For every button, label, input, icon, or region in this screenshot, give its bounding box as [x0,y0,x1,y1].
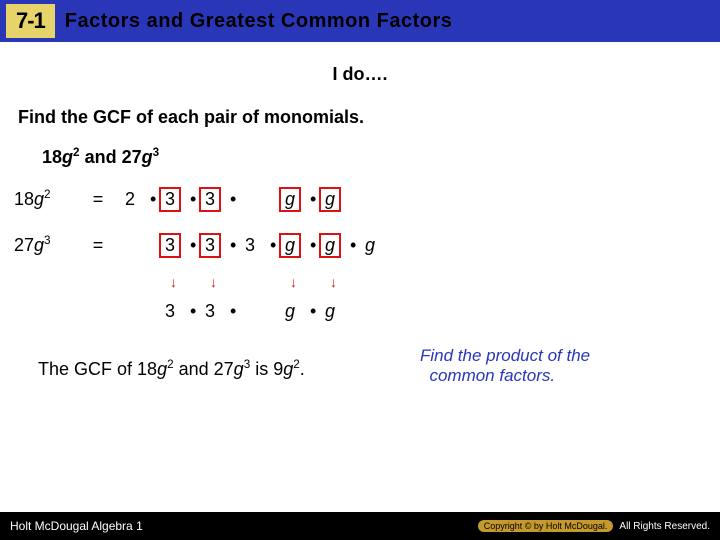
factor-slot: g [310,301,350,322]
factor-slot: g [310,233,350,258]
factor-slot: g [270,301,310,322]
title-bar: 7-1 Factors and Greatest Common Factors [0,0,720,42]
copyright-badge: Copyright © by Holt McDougal. [478,520,614,532]
factor-slot: 3 [150,187,190,212]
work-area: 18g2=2•3•3•g•g27g3=3•3•3•g•g•g↓↓↓↓3•3•g•… [14,182,720,328]
factor-slot: 3 [150,233,190,258]
equals-sign: = [86,189,110,210]
equals-sign: = [86,235,110,256]
i-do-label: I do…. [0,64,720,85]
factor-row: 18g2=2•3•3•g•g [14,182,720,216]
down-arrow-icon: ↓ [290,274,297,290]
monomial-pair: 18g2 and 27g3 [42,146,720,168]
factor-slot: 3 [230,235,270,256]
factor-slot: g [310,187,350,212]
row-lhs: 27g3 [14,234,86,256]
factor-slot: 3 [190,187,230,212]
rights-text: All Rights Reserved. [619,521,710,532]
prompt: Find the GCF of each pair of monomials. [18,107,720,128]
hint-note: Find the product of the common factors. [420,346,680,386]
down-arrow-icon: ↓ [170,274,177,290]
factor-slot: 3 [190,301,230,322]
footer-left: Holt McDougal Algebra 1 [10,519,143,533]
factor-row: 3•3•g•g [14,294,720,328]
factor-slot: 2 [110,189,150,210]
factor-slot: g [270,187,310,212]
factor-row: 27g3=3•3•3•g•g•g [14,228,720,262]
factor-slot: 3 [150,301,190,322]
factor-slot: g [270,233,310,258]
title-text: Factors and Greatest Common Factors [65,10,453,33]
lesson-badge: 7-1 [6,4,55,38]
factor-slot: 3 [190,233,230,258]
row-lhs: 18g2 [14,188,86,210]
arrow-row: ↓ ↓ ↓ ↓ [110,274,720,294]
footer-bar: Holt McDougal Algebra 1 Copyright © by H… [0,512,720,540]
down-arrow-icon: ↓ [210,274,217,290]
down-arrow-icon: ↓ [330,274,337,290]
factor-slot: g [350,235,390,256]
footer-right: Copyright © by Holt McDougal. All Rights… [478,520,710,532]
